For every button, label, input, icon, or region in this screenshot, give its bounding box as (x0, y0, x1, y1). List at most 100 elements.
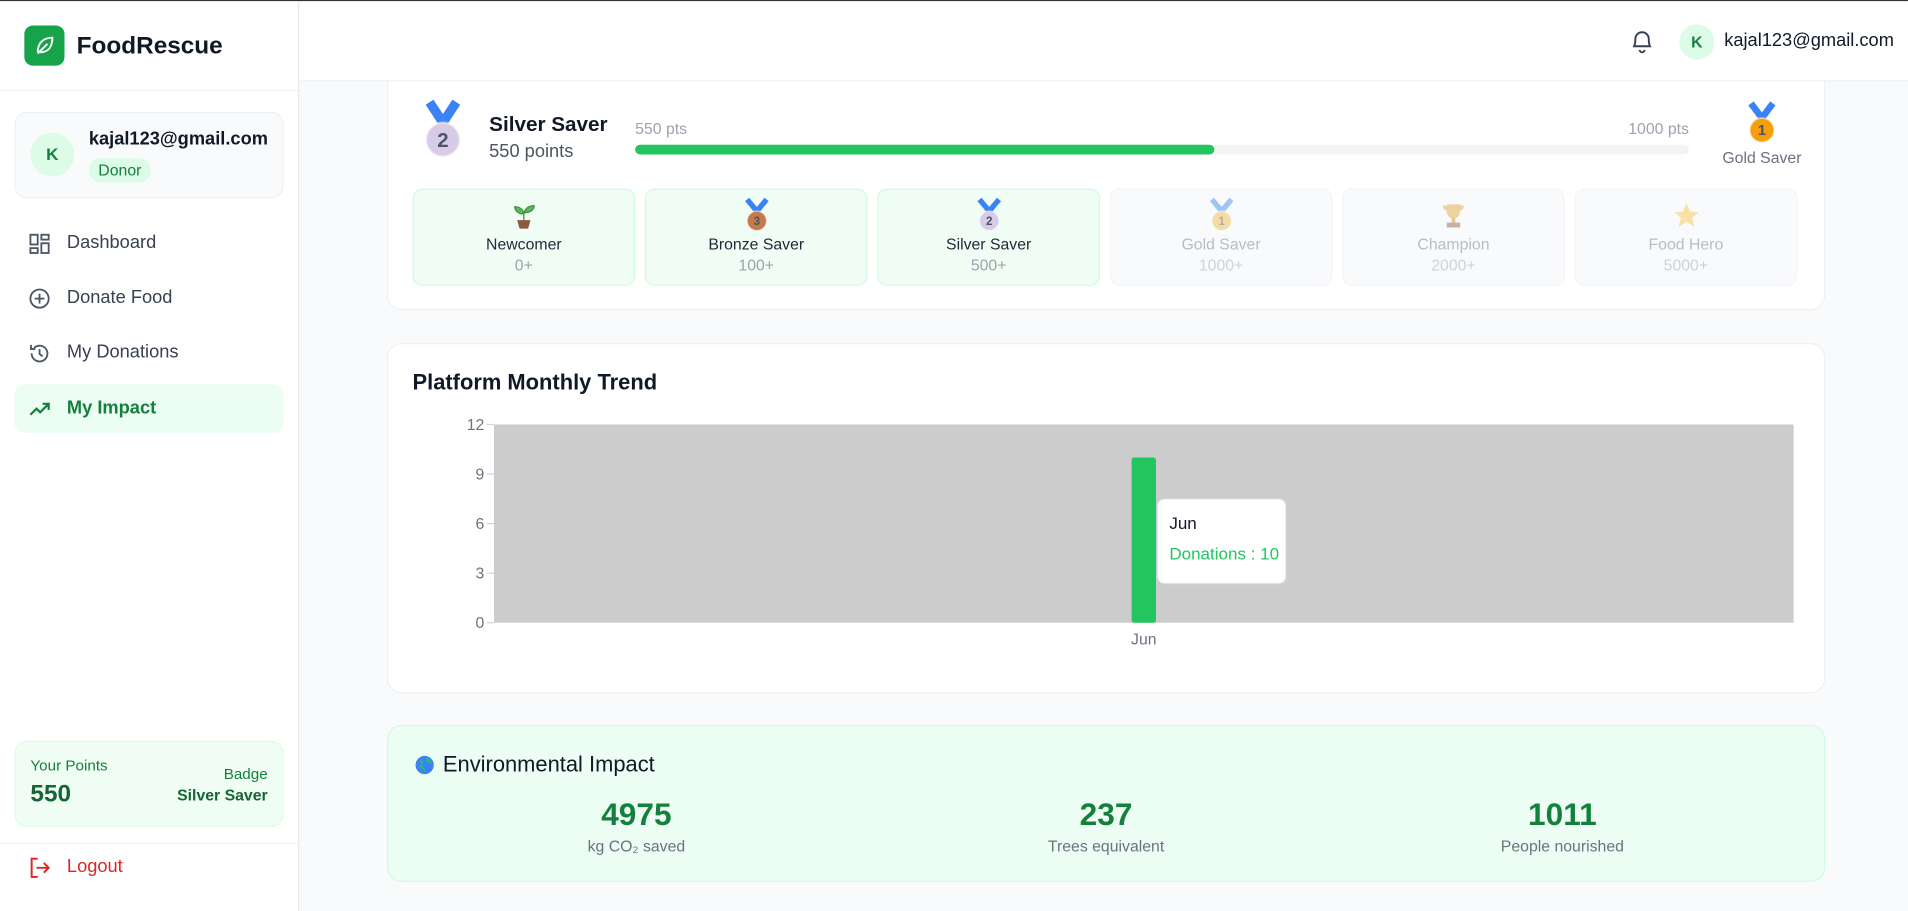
tier-card (644, 188, 868, 286)
y-tick-label: 3 (475, 566, 484, 583)
chart-title: Platform Monthly Trend (412, 370, 658, 395)
nav-item[interactable]: Dashboard (66, 232, 157, 253)
nav-item[interactable]: My Donations (66, 341, 179, 363)
tier-icon-part (1674, 203, 1699, 227)
logo (24, 25, 65, 66)
nav-icon (30, 344, 49, 362)
role-pill (88, 158, 151, 183)
next-medal: 1 (1748, 101, 1776, 144)
header-avatar[interactable] (1679, 24, 1715, 60)
tier-medal: 3 (744, 198, 769, 232)
progress-fill (635, 144, 1215, 155)
nav-icon (29, 402, 50, 415)
medal-number: 1 (1218, 215, 1225, 228)
impact-title: Environmental Impact (442, 751, 655, 777)
nav-icon-part (29, 233, 39, 245)
logout[interactable]: Logout (66, 856, 123, 877)
logout-divider (0, 842, 299, 845)
logout-icon-part (30, 857, 51, 878)
points-label: Your Points (30, 757, 108, 775)
tier-medal-part (745, 210, 767, 232)
tier-icon (1674, 203, 1699, 227)
tier-name: Silver Saver (946, 234, 1032, 254)
tier-icon-part (1451, 217, 1456, 223)
tier-threshold: 0+ (514, 255, 533, 274)
badge-value: Silver Saver (177, 785, 268, 805)
impact-label: kg CO₂ saved (587, 837, 686, 856)
medal-number: 1 (1758, 123, 1766, 139)
next-badge: Gold Saver (1722, 148, 1802, 167)
globe-icon-part (418, 757, 432, 772)
current-badge: Silver Saver (489, 112, 608, 136)
tier-medal: 2 (976, 198, 1001, 232)
user-avatar (30, 132, 75, 177)
header-avatar-letter: K (1691, 32, 1703, 51)
impact-value: 237 (1079, 795, 1133, 833)
tier-name: Newcomer (486, 234, 562, 254)
logout-icon (30, 857, 51, 878)
nav-icon-part (30, 344, 49, 362)
tier-card (877, 188, 1100, 286)
y-tick-label: 6 (475, 516, 484, 533)
x-tick-label: Jun (1131, 632, 1156, 649)
y-tick-label: 9 (475, 467, 484, 484)
medal-number: 2 (437, 130, 448, 152)
impact-value: 4975 (601, 795, 672, 833)
brand: FoodRescue (76, 32, 223, 60)
globe-icon-part (415, 755, 434, 775)
user-email: kajal123@gmail.com (88, 128, 268, 150)
nav-icon-part (40, 241, 50, 254)
tier-card (412, 188, 636, 286)
tier-medal-part (1209, 198, 1233, 216)
nav-icon-part (29, 287, 50, 309)
header-email: kajal123@gmail.com (1724, 30, 1894, 52)
globe-icon (415, 755, 434, 775)
nav-icon-part (29, 246, 39, 254)
tier-name: Food Hero (1648, 234, 1724, 254)
progress-end: 1000 pts (1628, 119, 1689, 138)
current-medal: 2 (424, 99, 462, 159)
tier-medal: 1 (1209, 198, 1233, 232)
points-value: 550 (30, 780, 72, 808)
medal-number: 2 (985, 215, 992, 228)
nav-item[interactable]: Donate Food (66, 287, 173, 308)
nav-icon (29, 233, 50, 254)
user-role: Donor (98, 160, 142, 180)
logo-part (36, 36, 54, 55)
nav-icon-part (40, 233, 50, 240)
bell-part (1632, 31, 1652, 54)
tier-medal-part (978, 210, 1000, 232)
impact-card (386, 724, 1826, 882)
tier-name: Champion (1417, 234, 1490, 254)
y-tick-label: 12 (467, 417, 485, 434)
impact-label: People nourished (1500, 837, 1624, 856)
tier-threshold: 1000+ (1198, 255, 1244, 274)
impact-label: Trees equivalent (1047, 837, 1165, 856)
tier-card (1574, 188, 1798, 286)
nav-item[interactable]: My Impact (66, 397, 157, 419)
current-points: 550 points (489, 141, 574, 162)
tier-card (1109, 188, 1333, 286)
nav-active-bg (14, 384, 284, 434)
points-card (14, 740, 284, 828)
tier-threshold: 100+ (738, 255, 775, 274)
tier-medal-part (1210, 210, 1232, 232)
bell[interactable] (1631, 29, 1654, 54)
current-medal-part (424, 121, 462, 159)
sidebar-divider (0, 90, 299, 92)
tooltip-title: Jun (1169, 514, 1196, 533)
progress-start: 550 pts (635, 119, 688, 138)
tooltip (1156, 498, 1287, 585)
tier-icon-part (1446, 222, 1461, 228)
y-tick-label: 0 (475, 615, 484, 632)
medal-number: 3 (753, 215, 760, 228)
tooltip-value: Donations : 10 (1169, 545, 1279, 564)
tier-name: Bronze Saver (708, 234, 805, 254)
tier-card (1342, 188, 1565, 286)
nav-icon (29, 287, 50, 309)
header (299, 1, 1908, 82)
avatar-letter: K (46, 144, 59, 164)
tier-icon (1443, 204, 1464, 228)
